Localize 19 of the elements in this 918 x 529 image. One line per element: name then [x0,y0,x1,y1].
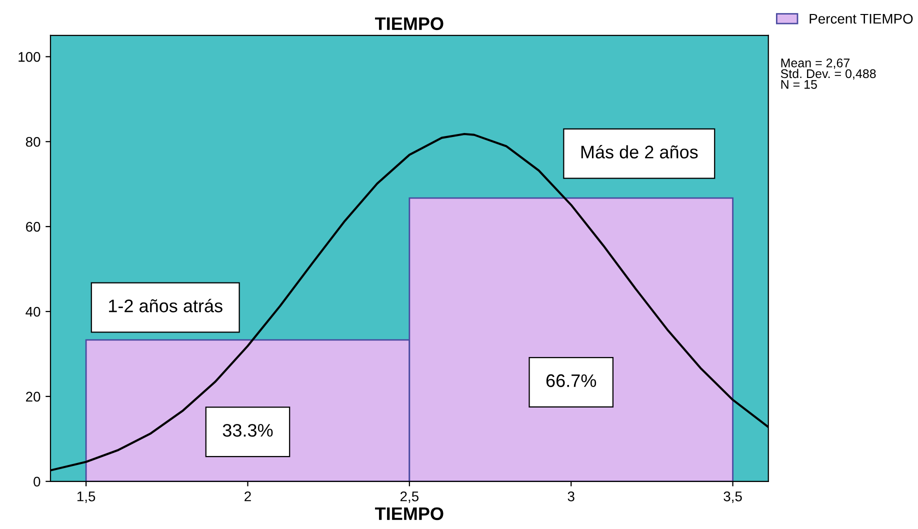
x-axis-title: TIEMPO [375,507,444,520]
y-tick-label: 40 [26,306,40,317]
x-tick-label: 3,5 [724,491,742,503]
text: Mean = 2,67 Std. Dev. = 0,488 N = 15 [780,58,876,89]
x-tick-label: 2,5 [400,491,418,503]
x-tick-label: 1,5 [77,492,96,503]
y-tick-label: 100 [18,52,40,62]
y-tick-label: 60 [26,222,40,232]
data-label: 66.7% [546,374,596,388]
x-tick-label: 2 [244,491,251,502]
chart-title: TIEMPO [375,17,444,30]
data-label: 33.3% [222,424,273,437]
legend-label: Percent TIEMPO [810,14,913,24]
y-tick-label: 80 [26,136,40,147]
x-tick-label: 3 [568,491,574,502]
annotation: Más de 2 años [581,144,698,158]
annotation: 1-2 años atrás [109,298,222,312]
y-tick-label: 20 [26,392,40,402]
y-tick-label: 0 [34,476,40,487]
